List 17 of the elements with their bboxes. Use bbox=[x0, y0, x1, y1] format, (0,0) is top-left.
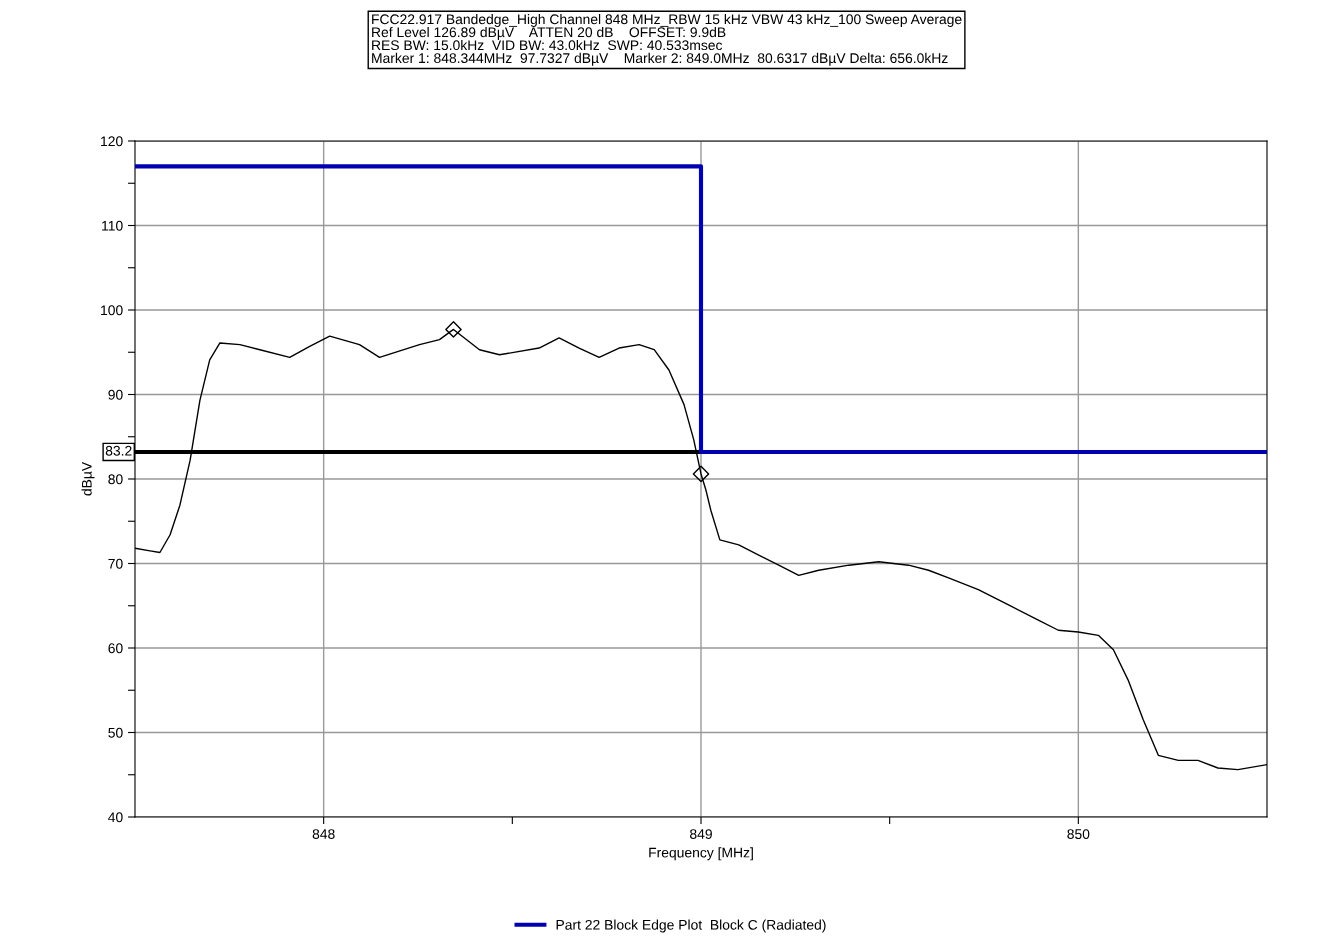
legend-label: Part 22 Block Edge Plot Block C (Radiated) bbox=[556, 919, 826, 933]
y-tick-label: 100 bbox=[101, 305, 123, 316]
y-tick-label: 60 bbox=[108, 643, 123, 654]
y-tick-label: 120 bbox=[101, 136, 123, 147]
x-tick-label: 850 bbox=[1067, 829, 1090, 840]
x-tick-label: 849 bbox=[690, 829, 712, 840]
y-tick-label: 110 bbox=[102, 220, 123, 231]
x-tick-label: 848 bbox=[312, 829, 335, 840]
chart-title: FCC22.917 Bandedge_High Channel 848 MHz_RBW 15 kHz VBW 43 kHz_100 Sweep Average Ref Level 126.89 dBµV ATTEN 20 dB OFFSET: 9.9dB RES BW: 15.0kHz VID BW: 43.0kHz SWP: 40.533msec Marker 1: 848.344MHz 97.7327 dBµV Marker 2: 849.0MHz 80.6317 dBµV Delta: 656.0kHz bbox=[372, 14, 962, 66]
y-tick-label: 40 bbox=[108, 812, 123, 823]
x-axis-title: Frequency [MHz] bbox=[649, 847, 753, 861]
y-tick-label: 50 bbox=[108, 727, 123, 738]
y-tick-label: 70 bbox=[108, 558, 123, 569]
y-tick-label: 80 bbox=[108, 474, 123, 485]
y-tick-label: 90 bbox=[108, 389, 123, 400]
ref-line-label: 83.2 bbox=[105, 445, 132, 456]
y-axis-title: dBµV bbox=[81, 461, 95, 496]
